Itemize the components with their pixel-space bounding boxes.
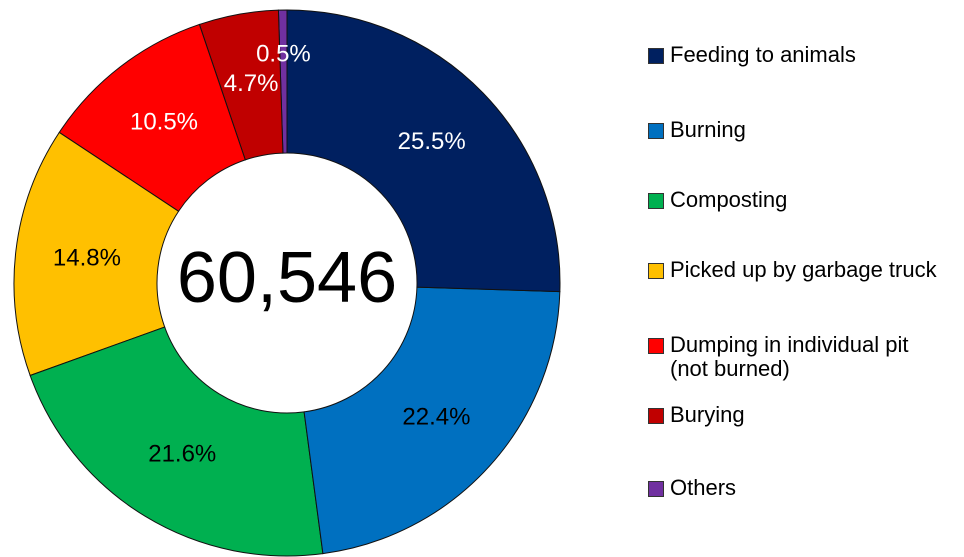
legend-item: Others [648,476,736,500]
legend-label: Burning [670,117,746,142]
chart: 60,546 25.5% 22.4% 21.6% 14.8% 10.5% 4.7% 0.5% [13,9,561,557]
legend-label: Dumping in individual pit (not burned) [670,332,909,381]
legend-swatch [648,123,664,139]
data-label: 4.7% [224,70,279,97]
slice [13,131,180,377]
slice [198,9,284,161]
legend-label: Composting [670,187,788,212]
legend-swatch [648,193,664,209]
legend-label: Feeding to animals [670,42,856,67]
legend-swatch [648,338,664,354]
legend-item: Picked up by garbage truck [648,258,937,282]
center-label: 60,546 [177,238,397,318]
legend-label: Picked up by garbage truck [670,257,937,282]
legend-item: Composting [648,188,787,212]
legend-label: Burying [670,402,745,427]
data-label: 10.5% [130,109,198,136]
data-label: 25.5% [398,128,466,155]
legend-swatch [648,48,664,64]
slice [303,286,561,555]
legend-item: Burning [648,118,746,142]
slice [29,326,324,557]
legend-item: Feeding to animals [648,43,856,67]
legend-swatch [648,408,664,424]
data-label: 21.6% [148,440,216,467]
slice [286,9,561,293]
legend-item: Dumping in individual pit (not burned) [648,333,908,381]
data-label: 22.4% [402,403,470,430]
legend-label: Others [670,475,737,500]
legend-swatch [648,263,664,279]
legend-swatch [648,481,664,497]
slice [58,23,246,212]
legend-item: Burying [648,403,745,427]
data-label: 14.8% [53,244,121,271]
data-label: 0.5% [256,40,311,67]
